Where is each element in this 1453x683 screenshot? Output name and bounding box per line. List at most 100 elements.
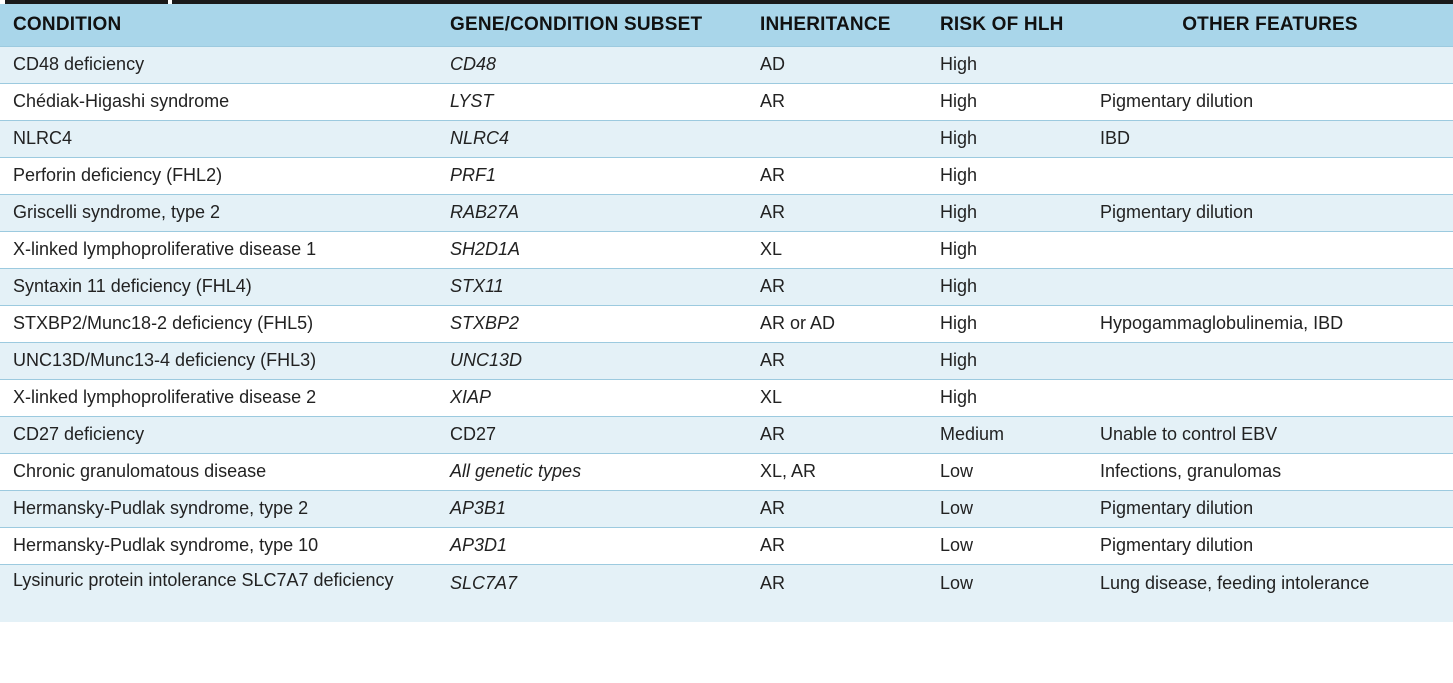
cell-condition: CD48 deficiency xyxy=(0,45,437,83)
table-row: Hermansky-Pudlak syndrome, type 2 AP3B1 … xyxy=(0,489,1453,527)
cell-risk: High xyxy=(927,119,1087,157)
cell-condition: Syntaxin 11 deficiency (FHL4) xyxy=(0,267,437,305)
cell-risk: High xyxy=(927,378,1087,416)
cell-gene: UNC13D xyxy=(437,341,747,379)
cell-inheritance: AD xyxy=(747,45,927,83)
top-rule-notch xyxy=(0,0,5,4)
cell-inheritance: XL, AR xyxy=(747,452,927,490)
cell-features: IBD xyxy=(1087,119,1453,157)
table-row: Syntaxin 11 deficiency (FHL4) STX11 AR H… xyxy=(0,267,1453,305)
cell-condition: CD27 deficiency xyxy=(0,415,437,453)
cell-risk: High xyxy=(927,267,1087,305)
cell-inheritance: AR or AD xyxy=(747,304,927,342)
cell-inheritance: AR xyxy=(747,156,927,194)
table-row: Lysinuric protein intolerance SLC7A7 def… xyxy=(0,563,1453,622)
cell-condition: Hermansky-Pudlak syndrome, type 2 xyxy=(0,489,437,527)
cell-inheritance: AR xyxy=(747,82,927,120)
cell-gene: SLC7A7 xyxy=(437,563,747,622)
cell-gene: XIAP xyxy=(437,378,747,416)
cell-condition: Griscelli syndrome, type 2 xyxy=(0,193,437,231)
header-condition: CONDITION xyxy=(13,13,122,35)
cell-features xyxy=(1087,45,1453,83)
cell-inheritance: AR xyxy=(747,341,927,379)
hlh-conditions-table: CONDITION GENE/CONDITION SUBSET INHERITA… xyxy=(0,4,1453,622)
cell-inheritance: AR xyxy=(747,526,927,564)
top-rule xyxy=(0,0,1453,4)
cell-risk: High xyxy=(927,82,1087,120)
cell-inheritance xyxy=(747,119,927,157)
cell-risk: High xyxy=(927,156,1087,194)
table-body: CD48 deficiency CD48 AD High Chédiak-Hig… xyxy=(0,45,1453,622)
table-row: NLRC4 NLRC4 High IBD xyxy=(0,119,1453,157)
table-row: CD27 deficiency CD27 AR Medium Unable to… xyxy=(0,415,1453,453)
cell-features: Pigmentary dilution xyxy=(1087,489,1453,527)
cell-gene: CD48 xyxy=(437,45,747,83)
cell-features xyxy=(1087,156,1453,194)
header-gene: GENE/CONDITION SUBSET xyxy=(450,13,703,35)
cell-features: Pigmentary dilution xyxy=(1087,82,1453,120)
header-risk: RISK OF HLH xyxy=(940,13,1064,35)
cell-condition: NLRC4 xyxy=(0,119,437,157)
cell-features xyxy=(1087,230,1453,268)
cell-gene: STXBP2 xyxy=(437,304,747,342)
table-row: Hermansky-Pudlak syndrome, type 10 AP3D1… xyxy=(0,526,1453,564)
table-row: Perforin deficiency (FHL2) PRF1 AR High xyxy=(0,156,1453,194)
cell-features: Unable to control EBV xyxy=(1087,415,1453,453)
cell-features: Hypogammaglobulinemia, IBD xyxy=(1087,304,1453,342)
cell-condition: Chronic granulomatous disease xyxy=(0,452,437,490)
cell-risk: High xyxy=(927,193,1087,231)
table-row: X-linked lymphoproliferative disease 1 S… xyxy=(0,230,1453,268)
cell-gene: All genetic types xyxy=(437,452,747,490)
cell-gene: NLRC4 xyxy=(437,119,747,157)
header-features: OTHER FEATURES xyxy=(1182,13,1358,35)
cell-gene: CD27 xyxy=(437,415,747,453)
table-row: Chronic granulomatous disease All geneti… xyxy=(0,452,1453,490)
top-rule-gap xyxy=(168,0,172,4)
cell-condition: X-linked lymphoproliferative disease 1 xyxy=(0,230,437,268)
cell-inheritance: XL xyxy=(747,230,927,268)
cell-condition: X-linked lymphoproliferative disease 2 xyxy=(0,378,437,416)
table-row: X-linked lymphoproliferative disease 2 X… xyxy=(0,378,1453,416)
cell-features: Pigmentary dilution xyxy=(1087,193,1453,231)
cell-inheritance: AR xyxy=(747,415,927,453)
header-row: CONDITION GENE/CONDITION SUBSET INHERITA… xyxy=(0,4,1453,46)
cell-risk: High xyxy=(927,341,1087,379)
table-header: CONDITION GENE/CONDITION SUBSET INHERITA… xyxy=(0,4,1453,46)
cell-condition: UNC13D/Munc13-4 deficiency (FHL3) xyxy=(0,341,437,379)
cell-inheritance: AR xyxy=(747,267,927,305)
cell-features: Lung disease, feeding intolerance xyxy=(1087,563,1453,622)
cell-condition: Lysinuric protein intolerance SLC7A7 def… xyxy=(0,563,437,622)
cell-gene: AP3D1 xyxy=(437,526,747,564)
cell-risk: Low xyxy=(927,452,1087,490)
cell-condition: Hermansky-Pudlak syndrome, type 10 xyxy=(0,526,437,564)
cell-features xyxy=(1087,378,1453,416)
cell-condition: Perforin deficiency (FHL2) xyxy=(0,156,437,194)
cell-inheritance: AR xyxy=(747,489,927,527)
cell-risk: High xyxy=(927,304,1087,342)
cell-gene: LYST xyxy=(437,82,747,120)
cell-inheritance: XL xyxy=(747,378,927,416)
cell-inheritance: AR xyxy=(747,193,927,231)
header-inheritance: INHERITANCE xyxy=(760,13,891,35)
cell-condition: Chédiak-Higashi syndrome xyxy=(0,82,437,120)
cell-risk: Low xyxy=(927,489,1087,527)
table-row: Chédiak-Higashi syndrome LYST AR High Pi… xyxy=(0,82,1453,120)
cell-features xyxy=(1087,341,1453,379)
cell-gene: PRF1 xyxy=(437,156,747,194)
table-row: CD48 deficiency CD48 AD High xyxy=(0,45,1453,83)
cell-features: Pigmentary dilution xyxy=(1087,526,1453,564)
table-row: STXBP2/Munc18-2 deficiency (FHL5) STXBP2… xyxy=(0,304,1453,342)
cell-risk: Low xyxy=(927,526,1087,564)
table-row: Griscelli syndrome, type 2 RAB27A AR Hig… xyxy=(0,193,1453,231)
cell-features: Infections, granulomas xyxy=(1087,452,1453,490)
table-row: UNC13D/Munc13-4 deficiency (FHL3) UNC13D… xyxy=(0,341,1453,379)
cell-inheritance: AR xyxy=(747,563,927,622)
cell-risk: Medium xyxy=(927,415,1087,453)
cell-risk: Low xyxy=(927,563,1087,622)
cell-gene: AP3B1 xyxy=(437,489,747,527)
cell-condition: STXBP2/Munc18-2 deficiency (FHL5) xyxy=(0,304,437,342)
cell-gene: SH2D1A xyxy=(437,230,747,268)
cell-gene: RAB27A xyxy=(437,193,747,231)
cell-gene: STX11 xyxy=(437,267,747,305)
cell-features xyxy=(1087,267,1453,305)
